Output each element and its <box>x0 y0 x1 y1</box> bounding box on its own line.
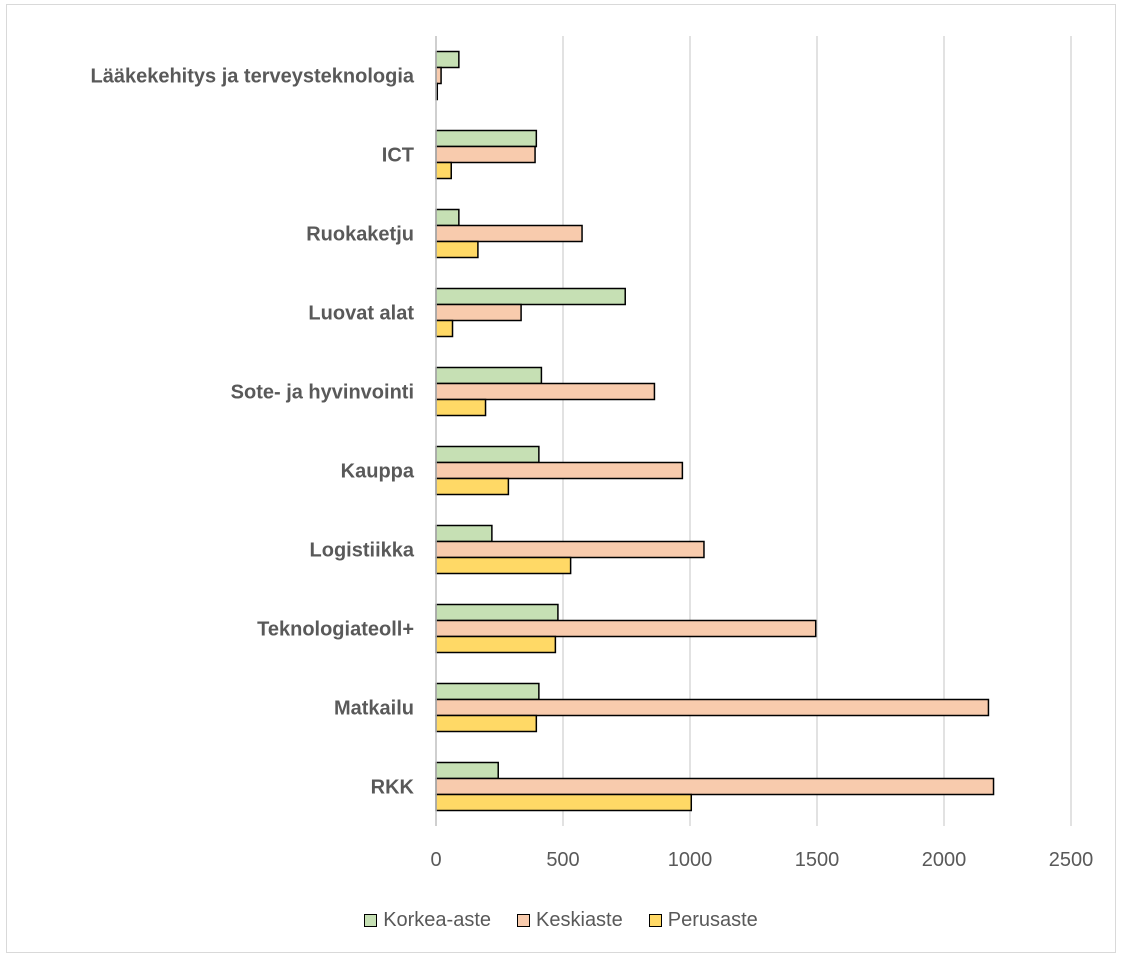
bar <box>435 398 487 417</box>
bar <box>435 319 454 338</box>
bar <box>435 761 499 780</box>
legend-item-perusaste: Perusaste <box>648 908 758 932</box>
bar <box>435 287 626 306</box>
bar <box>435 366 543 385</box>
legend-item-keskiaste: Keskiaste <box>517 909 623 932</box>
category-label: ICT <box>382 145 414 167</box>
category-label: Logistiikka <box>310 540 415 562</box>
bar <box>435 793 693 812</box>
bar <box>435 682 540 701</box>
category-label: Matkailu <box>334 698 414 720</box>
legend-swatch-keskiaste <box>517 913 531 927</box>
category-label: Teknologiateoll+ <box>257 619 414 641</box>
bar <box>435 603 559 622</box>
legend-label-perusaste: Perusaste <box>667 908 758 931</box>
x-tick-label: 1000 <box>668 849 713 871</box>
x-tick-label: 500 <box>546 849 579 871</box>
bar <box>435 303 522 322</box>
legend-swatch-perusaste <box>648 913 662 927</box>
legend-swatch-korkea-aste <box>364 913 378 927</box>
bar <box>435 224 583 243</box>
bar <box>435 66 442 85</box>
category-label: Lääkekehitys ja terveysteknologia <box>91 66 415 88</box>
bar <box>435 208 460 227</box>
bar <box>435 129 538 148</box>
x-tick-label: 2000 <box>922 849 967 871</box>
bar <box>435 50 460 69</box>
legend-label-keskiaste: Keskiaste <box>536 908 623 931</box>
bar <box>435 619 817 638</box>
category-label: RKK <box>371 777 415 799</box>
category-label: Sote- ja hyvinvointi <box>231 382 414 404</box>
bar <box>435 445 540 464</box>
category-label: Kauppa <box>341 461 415 483</box>
bar <box>435 477 510 496</box>
bar <box>435 714 538 733</box>
x-tick-label: 2500 <box>1049 849 1094 871</box>
chart-legend: Korkea-aste Keskiaste Perusaste <box>0 906 1122 934</box>
legend-item-korkea-aste: Korkea-aste <box>364 909 491 932</box>
bar <box>435 161 452 180</box>
bar <box>435 145 536 164</box>
legend-label-korkea-aste: Korkea-aste <box>383 908 492 931</box>
bar <box>435 240 479 259</box>
bar <box>435 698 990 717</box>
bar <box>435 461 684 480</box>
bar <box>435 635 557 654</box>
x-tick-label: 1500 <box>795 849 840 871</box>
bar <box>435 540 705 559</box>
category-label: Ruokaketju <box>306 224 414 246</box>
bar <box>435 777 995 796</box>
bar <box>435 382 656 401</box>
category-label: Luovat alat <box>308 303 414 325</box>
bar <box>435 556 572 575</box>
bar <box>435 524 493 543</box>
x-tick-label: 0 <box>430 849 441 871</box>
